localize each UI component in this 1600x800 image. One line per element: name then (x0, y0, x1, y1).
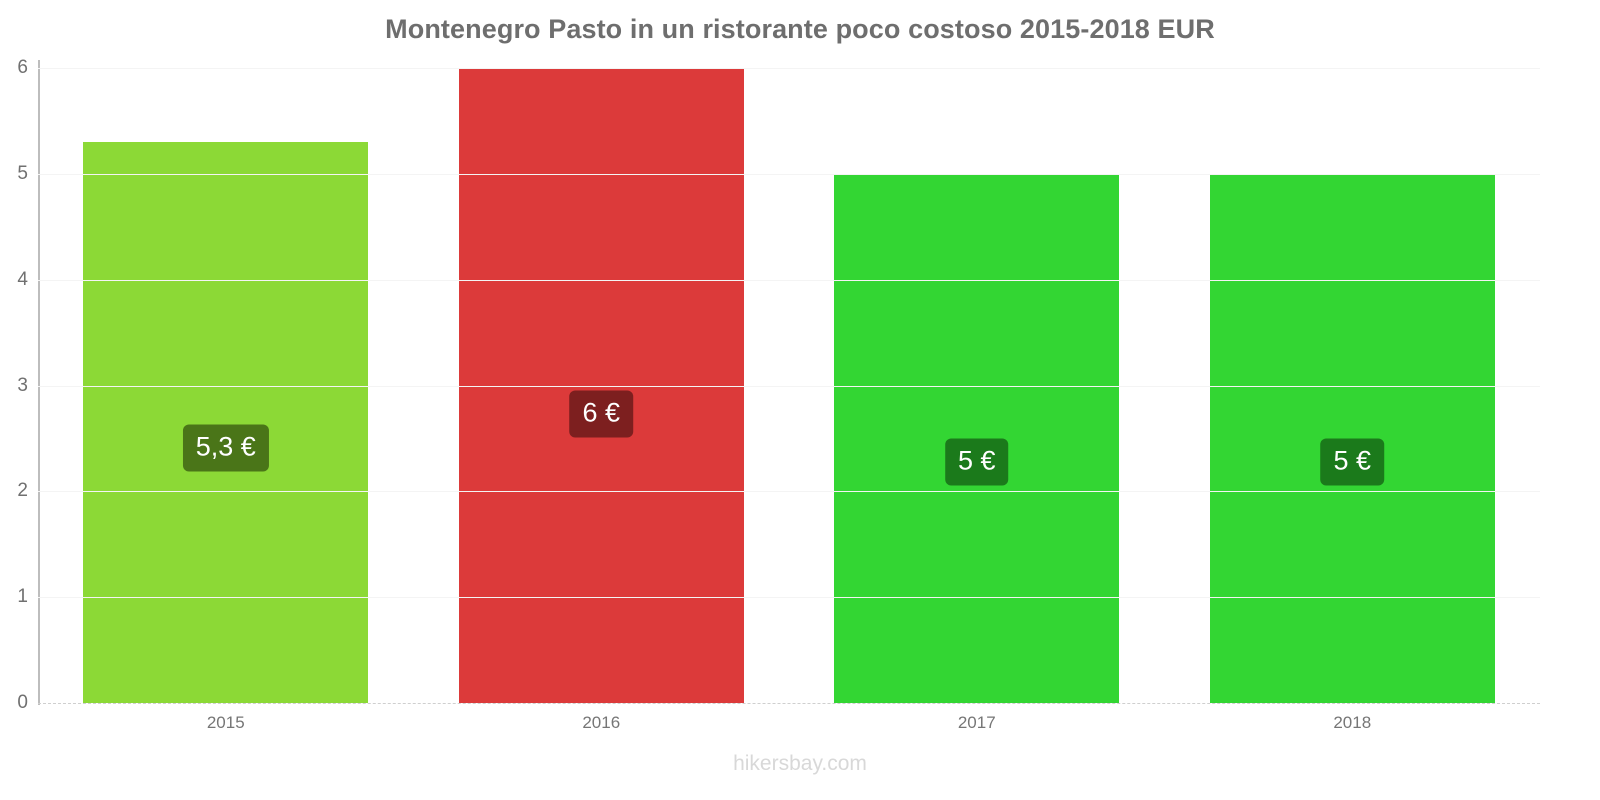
y-axis-tick-label: 3 (17, 374, 28, 396)
gridline (38, 68, 1540, 69)
bar-2018[interactable] (1209, 173, 1495, 703)
bar-value-label: 5 € (1320, 438, 1385, 486)
x-axis-label-2017: 2017 (957, 713, 996, 732)
bar-value-label: 5 € (944, 438, 1009, 486)
y-axis-tick-label: 4 (17, 268, 28, 290)
gridline (38, 597, 1540, 599)
gridline (38, 491, 1540, 493)
bar-2015[interactable] (83, 142, 369, 703)
y-axis-tick-label: 0 (17, 692, 28, 713)
x-axis-label-2015: 2015 (206, 713, 245, 732)
gridline (38, 703, 1540, 704)
x-axis-label-2016: 2016 (582, 713, 621, 732)
plot-area: 5,3 € 6 € 5 € 5 € (38, 68, 1540, 704)
bar-value-label: 5,3 € (182, 424, 269, 472)
x-axis-label-2018: 2018 (1333, 713, 1372, 732)
bar-2017[interactable] (834, 173, 1120, 703)
y-axis-tick-label: 6 (17, 57, 28, 78)
y-axis-labels: 0 1 2 3 4 5 6 (0, 0, 32, 800)
gridline (38, 385, 1540, 387)
y-axis-tick-label: 2 (17, 480, 28, 502)
y-axis-tick-label: 1 (17, 586, 28, 608)
chart-title: Montenegro Pasto in un ristorante poco c… (385, 14, 1215, 44)
footer-credit: hikersbay.com (733, 752, 867, 775)
gridline (38, 173, 1540, 175)
y-axis-tick-label: 5 (17, 162, 28, 184)
gridline (38, 279, 1540, 281)
bar-value-label: 6 € (569, 390, 634, 438)
y-axis-line (38, 60, 40, 705)
